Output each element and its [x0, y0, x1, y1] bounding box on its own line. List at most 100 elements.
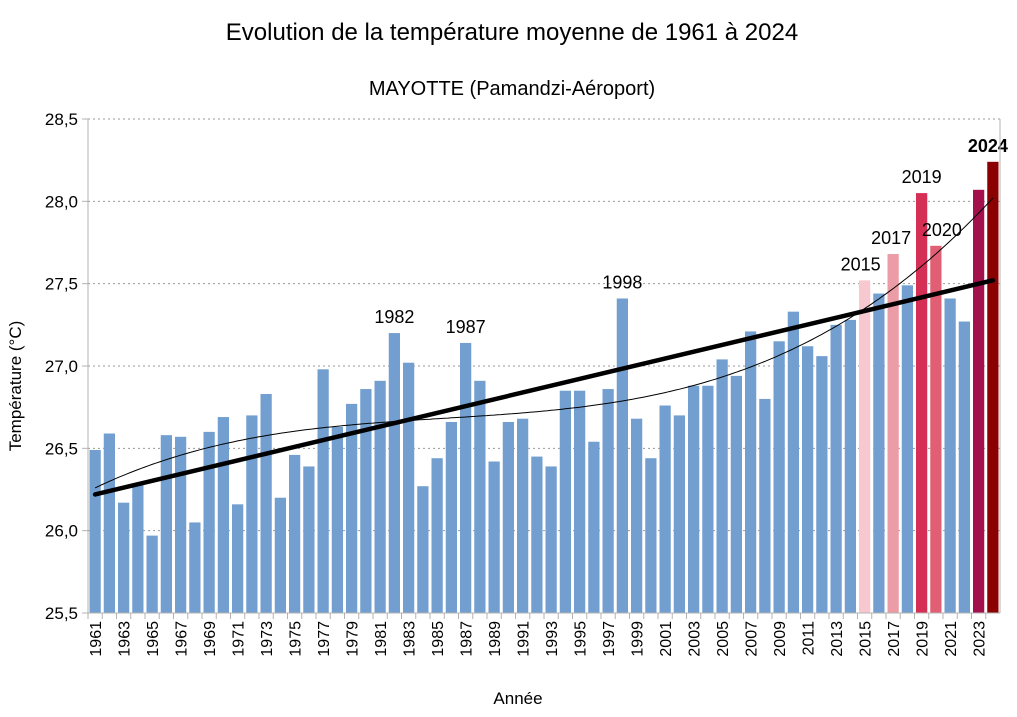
bar-1993	[545, 466, 557, 613]
x-tick-label: 2011	[801, 621, 818, 656]
bar-1982	[388, 333, 400, 613]
y-tick-label: 27,0	[45, 357, 78, 376]
bar-2003	[688, 385, 700, 613]
y-tick-label: 26,5	[45, 439, 78, 458]
bar-1996	[588, 441, 600, 613]
x-tick-label: 1969	[202, 621, 219, 657]
annotation-label: 2017	[871, 228, 911, 248]
bar-2024	[987, 161, 999, 613]
bar-1968	[189, 522, 201, 613]
bar-1997	[602, 389, 614, 613]
bar-1984	[417, 486, 429, 613]
x-tick-label: 1979	[345, 621, 362, 657]
bar-2019	[916, 193, 928, 613]
bar-2004	[702, 385, 714, 613]
polynomial-trendline	[94, 197, 994, 489]
x-tick-label: 2019	[915, 621, 932, 657]
x-axis-ticks: 1961 1963 1965 1967 1969 1971 1973 1975 1977 1979…	[87, 613, 989, 657]
bar-1987	[460, 342, 472, 613]
x-tick-label: 1993	[544, 621, 561, 657]
bar-1972	[246, 415, 258, 613]
bar-1991	[517, 418, 529, 613]
bar-1981	[374, 380, 386, 613]
x-tick-label: 1965	[145, 621, 162, 657]
x-tick-label: 2015	[858, 621, 875, 657]
y-tick-label: 28,5	[45, 110, 78, 129]
x-tick-label: 1963	[117, 621, 134, 657]
bar-1978	[331, 426, 343, 613]
bars	[89, 161, 999, 613]
x-tick-label: 1983	[402, 621, 419, 657]
annotation-label: 1987	[446, 317, 486, 337]
bar-1998	[616, 298, 628, 613]
bar-2007	[745, 331, 757, 613]
y-tick-label: 25,5	[45, 604, 78, 623]
bar-2006	[730, 375, 742, 613]
annotation-label: 2019	[902, 167, 942, 187]
x-tick-label: 1985	[430, 621, 447, 657]
bar-1969	[203, 431, 215, 613]
bar-2002	[673, 415, 685, 613]
x-tick-label: 1981	[373, 621, 390, 657]
trendlines	[92, 197, 996, 497]
x-tick-label: 2007	[744, 621, 761, 657]
x-tick-label: 1989	[487, 621, 504, 657]
bar-2009	[773, 341, 785, 613]
x-tick-label: 2005	[715, 621, 732, 657]
bar-1988	[474, 380, 486, 613]
y-axis-ticks: 25,5 26,0 26,5 27,0 27,5 28,0 28,5	[45, 110, 88, 623]
bar-2018	[901, 285, 913, 613]
bar-1986	[445, 421, 457, 613]
bar-1979	[346, 403, 358, 613]
bar-2013	[830, 324, 842, 613]
x-tick-label: 1961	[88, 621, 105, 657]
bar-1961	[89, 449, 101, 613]
x-tick-label: 1977	[316, 621, 333, 657]
bar-1985	[431, 458, 443, 613]
bar-1995	[574, 390, 586, 613]
bar-2020	[930, 245, 942, 613]
bar-2005	[716, 359, 728, 613]
bar-2021	[944, 298, 956, 613]
x-tick-label: 1967	[174, 621, 191, 657]
annotations: 1982 1987 1998 2015 2017 2019 2020 2024	[374, 136, 1008, 337]
annotation-label: 1982	[374, 307, 414, 327]
x-tick-label: 1995	[573, 621, 590, 657]
bar-1967	[175, 436, 187, 613]
annotation-label: 2020	[922, 220, 962, 240]
bar-1971	[232, 504, 244, 613]
y-tick-label: 27,5	[45, 275, 78, 294]
x-tick-label: 2021	[943, 621, 960, 657]
x-tick-label: 1971	[231, 621, 248, 657]
annotation-label: 2024	[968, 136, 1008, 156]
bar-2008	[759, 398, 771, 613]
bar-2017	[887, 254, 899, 613]
bar-1999	[631, 418, 643, 613]
linear-trendline	[92, 278, 996, 497]
x-tick-label: 2023	[972, 621, 989, 657]
x-tick-label: 1991	[516, 621, 533, 657]
bar-1962	[103, 433, 115, 613]
x-tick-label: 1975	[288, 621, 305, 657]
x-tick-label: 2003	[687, 621, 704, 657]
annotation-label: 1998	[602, 272, 642, 292]
bar-2015	[859, 280, 871, 613]
x-tick-label: 1973	[259, 621, 276, 657]
x-tick-label: 2013	[829, 621, 846, 657]
bar-1964	[132, 484, 144, 613]
bar-1980	[360, 389, 372, 613]
bar-2000	[645, 458, 657, 613]
x-tick-label: 1987	[459, 621, 476, 657]
bar-1974	[274, 497, 286, 613]
bar-2014	[844, 319, 856, 613]
bar-1994	[559, 390, 571, 613]
bar-1973	[260, 393, 272, 613]
bar-1983	[403, 362, 415, 613]
bar-1992	[531, 456, 543, 613]
bar-1976	[303, 466, 315, 613]
x-tick-label: 1997	[601, 621, 618, 657]
bar-2010	[787, 311, 799, 613]
bar-1977	[317, 369, 329, 613]
x-tick-label: 2017	[886, 621, 903, 657]
